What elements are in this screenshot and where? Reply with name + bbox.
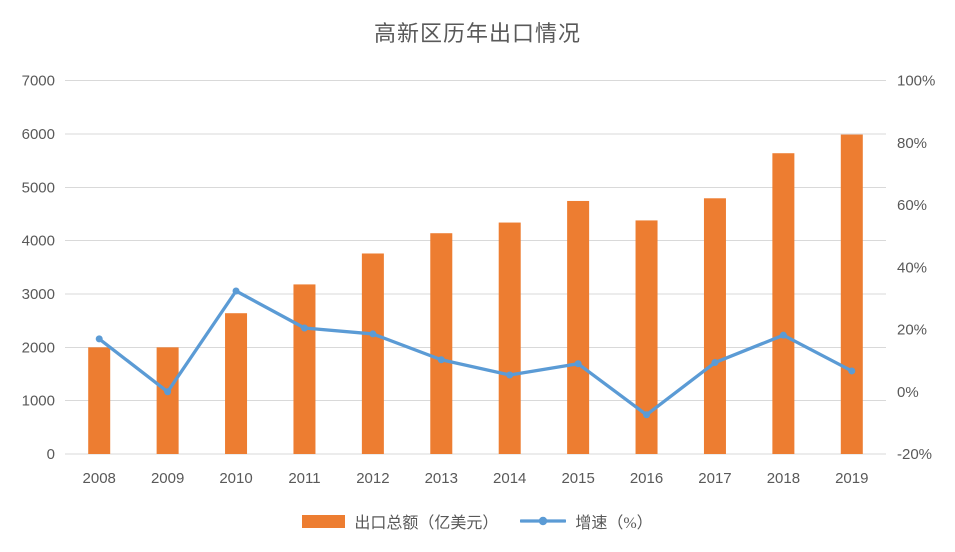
legend-line-label: 增速（%）: [575, 515, 653, 532]
bar-2012: [361, 253, 384, 454]
bar-2018: [772, 153, 795, 454]
x-tick-label: 2013: [425, 470, 458, 487]
bar-2019: [840, 134, 863, 454]
bar-2013: [430, 233, 453, 454]
bar-2014: [498, 222, 521, 454]
y-left-tick-label: 7000: [22, 73, 55, 90]
y-right-tick-label: -20%: [897, 446, 932, 463]
line-marker-2016: [643, 411, 651, 419]
legend-bar-label: 出口总额（亿美元）: [354, 515, 499, 532]
line-marker-2008: [95, 335, 103, 343]
bar-2008: [88, 347, 111, 454]
x-tick-label: 2012: [356, 470, 389, 487]
y-left-tick-label: 6000: [22, 126, 55, 143]
x-tick-label: 2011: [288, 470, 320, 487]
line-marker-2018: [779, 331, 787, 339]
bar-2011: [293, 284, 316, 454]
y-right-tick-label: 60%: [897, 197, 927, 214]
chart-legend: 出口总额（亿美元） 增速（%）: [0, 509, 955, 533]
y-right-tick-label: 20%: [897, 322, 927, 339]
line-marker-2013: [437, 356, 445, 364]
line-marker-2010: [232, 287, 240, 295]
line-marker-2014: [506, 371, 514, 379]
legend-line-swatch-icon: [520, 516, 567, 526]
x-tick-label: 2016: [630, 470, 663, 487]
line-marker-2009: [164, 388, 172, 396]
y-right-tick-label: 40%: [897, 259, 927, 276]
x-tick-label: 2015: [561, 470, 594, 487]
x-tick-label: 2014: [493, 470, 526, 487]
chart-title: 高新区历年出口情况: [373, 21, 581, 46]
y-left-tick-label: 0: [47, 446, 55, 463]
line-marker-2012: [369, 330, 377, 338]
x-tick-label: 2019: [835, 470, 868, 487]
y-right-tick-label: 0%: [897, 384, 919, 401]
line-marker-2017: [711, 359, 719, 367]
y-left-tick-label: 3000: [22, 286, 55, 303]
line-marker-2011: [300, 324, 308, 332]
bar-2017: [703, 198, 726, 454]
growth-line: [97, 289, 854, 417]
y-left-tick-label: 1000: [22, 393, 55, 410]
legend-item-growth: 增速（%）: [520, 509, 653, 533]
x-tick-label: 2008: [83, 470, 116, 487]
legend-bar-swatch-icon: [302, 514, 346, 528]
x-tick-label: 2009: [151, 470, 184, 487]
line-marker-2015: [574, 360, 582, 368]
y-left-tick-label: 5000: [22, 179, 55, 196]
bar-2009: [156, 347, 179, 454]
y-right-tick-label: 100%: [897, 73, 935, 90]
y-right-tick-label: 80%: [897, 135, 927, 152]
x-tick-label: 2010: [219, 470, 252, 487]
y-left-tick-label: 2000: [22, 339, 55, 356]
y-left-tick-label: 4000: [22, 233, 55, 250]
legend-item-exports: 出口总额（亿美元）: [302, 509, 498, 533]
x-tick-label: 2017: [698, 470, 731, 487]
x-tick-label: 2018: [767, 470, 800, 487]
bar-2016: [635, 220, 658, 454]
line-marker-2019: [848, 367, 856, 375]
bar-2010: [225, 313, 248, 454]
bar-2015: [567, 200, 590, 454]
